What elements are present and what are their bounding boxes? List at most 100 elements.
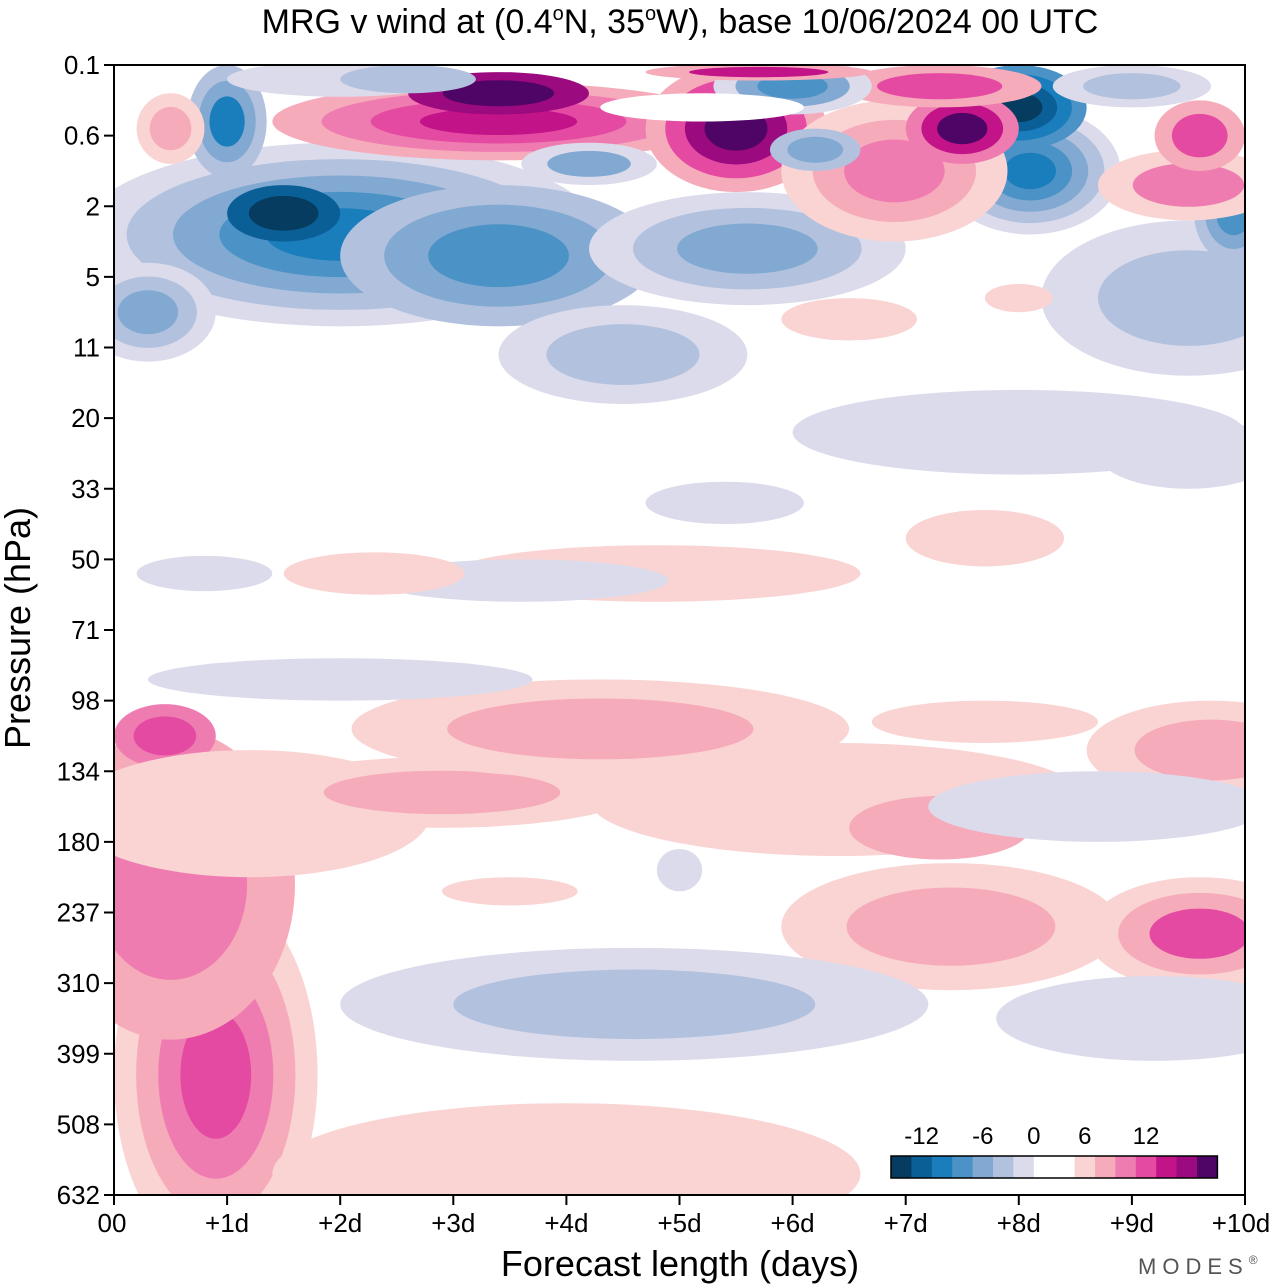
contour-fill-16-0 [928, 771, 1245, 842]
colorbar-swatch [931, 1156, 953, 1178]
contour-fill-43-1 [1171, 113, 1228, 158]
contour-fill-28-2 [428, 224, 569, 288]
x-tick-label: +1d [205, 1208, 249, 1238]
contour-fill-17-0 [147, 658, 533, 701]
contour-fill-0-3 [180, 1011, 252, 1139]
brand-mark: ® [1249, 1253, 1264, 1267]
contour-fill-9-2 [1149, 908, 1245, 959]
contour-fill-35-2 [209, 96, 245, 147]
x-axis-label: Forecast length (days) [501, 1243, 859, 1284]
colorbar-swatch [972, 1156, 994, 1178]
contour-fill-53-0 [781, 298, 918, 341]
contour-fill-2-1 [133, 716, 197, 756]
contour-fill-22-0 [645, 481, 804, 525]
contour-fill-33-1 [1097, 250, 1245, 346]
contour-fill-10-1 [1134, 719, 1245, 781]
y-tick-label: 310 [57, 968, 100, 998]
y-tick-label: 134 [57, 756, 100, 786]
y-tick-label: 50 [71, 544, 100, 574]
contour-fill-36-3 [419, 107, 578, 136]
y-tick-label: 20 [71, 403, 100, 433]
y-tick-label: 2 [86, 191, 100, 221]
y-tick-label: 5 [86, 262, 100, 292]
brand-text: MODES [1138, 1254, 1249, 1279]
y-tick-label: 98 [71, 686, 100, 716]
colorbar-swatch [1156, 1156, 1178, 1178]
contour-fill-47-1 [787, 136, 844, 163]
contour-fill-7-1 [846, 887, 1056, 966]
contour-fill-21-0 [905, 509, 1065, 567]
colorbar-label: 0 [1027, 1123, 1040, 1150]
x-tick-label: +5d [657, 1208, 701, 1238]
plot-area [114, 65, 1245, 1195]
contour-fill-37-1 [442, 80, 555, 107]
contour-fill-29-2 [676, 223, 818, 274]
contour-fill-18-0 [656, 848, 703, 892]
colorbar-swatch [1013, 1156, 1035, 1178]
x-tick-label: +8d [997, 1208, 1041, 1238]
y-axis-label: Pressure (hPa) [0, 507, 38, 749]
svg-text:MRG v wind at (0.4oN, 35oW),: MRG v wind at (0.4oN, 35oW), base 10/06/… [262, 3, 1099, 41]
x-tick-label: +4d [544, 1208, 588, 1238]
contour-fill-52-1 [546, 324, 700, 385]
colorbar: -12 -6 0 6 12 [890, 1123, 1219, 1179]
y-tick-label: 71 [71, 615, 100, 645]
y-tick-label: 508 [57, 1109, 100, 1139]
contour-fill-11-0 [871, 700, 1098, 743]
y-tick-label: 0.1 [64, 50, 100, 80]
colorbar-swatch [1074, 1156, 1096, 1178]
contour-fill-42-1 [1132, 163, 1245, 207]
y-tick-label: 11 [73, 333, 100, 363]
title-part-2: N, 35 [564, 3, 645, 41]
y-tick-label: 0.6 [64, 121, 100, 151]
colorbar-swatch [1115, 1156, 1137, 1178]
brand-logo: MODES® [1138, 1253, 1264, 1279]
contour-fill-55-0 [1097, 418, 1245, 489]
x-tick-label: +3d [431, 1208, 475, 1238]
title-degree-2: o [645, 3, 656, 25]
contour-fill-27-1 [248, 195, 319, 231]
contour-fill-4-1 [323, 770, 561, 815]
x-tick-label: 00 [98, 1208, 127, 1238]
contour-fill-12-0 [272, 1103, 861, 1195]
colorbar-swatch [1054, 1156, 1076, 1178]
contour-fill-13-0 [441, 877, 578, 906]
x-axis-ticks: 00 +1d +2d +3d +4d +5d +6d +7d +8d +9d +10d [98, 1195, 1270, 1238]
x-tick-label: +6d [771, 1208, 815, 1238]
contour-fill-14-1 [453, 969, 816, 1040]
chart-title: MRG v wind at (0.4oN, 35oW), base 10/06/… [262, 3, 1099, 41]
contour-fill-5-1 [447, 698, 754, 760]
colorbar-swatch [1135, 1156, 1157, 1178]
contour-fill-31-4 [1004, 152, 1056, 190]
contour-fill-41-1 [876, 73, 1003, 100]
contour-fill-25-0 [136, 555, 273, 592]
colorbar-label: -12 [904, 1123, 939, 1150]
contour-fill-24-0 [283, 552, 465, 595]
contour-fill-15-0 [996, 976, 1245, 1061]
y-tick-label: 399 [57, 1039, 100, 1069]
contour-fill-51-1 [689, 66, 829, 78]
y-tick-label: 237 [57, 898, 100, 928]
contour-fill-54-0 [984, 283, 1053, 313]
contour-fill-50-1 [1083, 73, 1181, 100]
y-tick-label: 180 [57, 827, 100, 857]
x-tick-label: +7d [884, 1208, 928, 1238]
contour-fill-44-1 [149, 106, 192, 151]
colorbar-swatch [952, 1156, 974, 1178]
colorbar-label: 12 [1133, 1123, 1160, 1150]
y-tick-label: 632 [57, 1180, 100, 1210]
title-part-1: MRG v wind at (0.4 [262, 3, 553, 41]
colorbar-swatch [1197, 1156, 1218, 1178]
contour-fill-39-2 [844, 139, 945, 203]
colorbar-swatch [1095, 1156, 1116, 1178]
contour-fill-layer [114, 65, 1245, 1195]
contour-fill-49-0 [340, 65, 476, 94]
colorbar-swatch [891, 1156, 912, 1178]
colorbar-swatch [911, 1156, 933, 1178]
y-tick-label: 33 [71, 474, 100, 504]
contour-fill-30-2 [117, 290, 179, 335]
colorbar-label: 6 [1078, 1123, 1091, 1150]
colorbar-swatch [1176, 1156, 1198, 1178]
colorbar-frame [890, 1155, 1219, 1179]
